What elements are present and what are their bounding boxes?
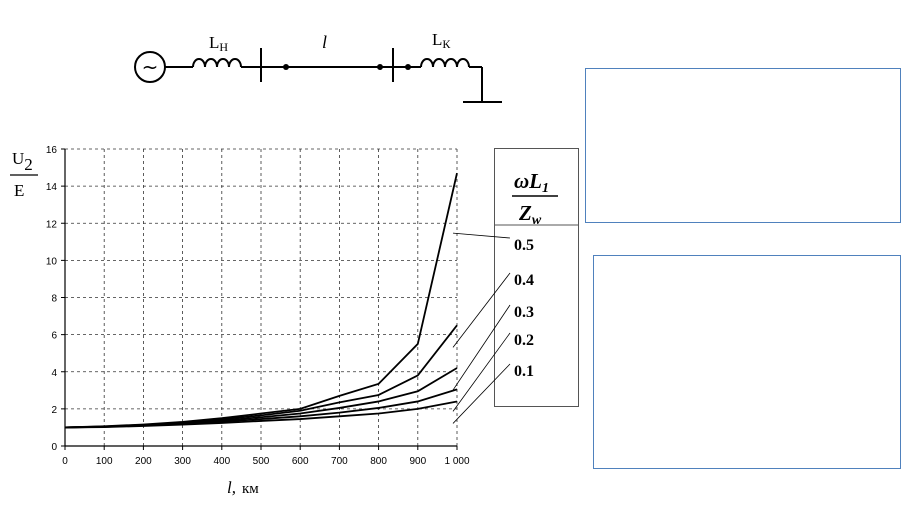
end-inductance-label: LК bbox=[432, 30, 451, 51]
x-tick-label: 200 bbox=[135, 456, 152, 467]
x-tick-label: 700 bbox=[331, 456, 348, 467]
placeholder-box-top bbox=[585, 68, 901, 223]
y-tick-label: 4 bbox=[51, 368, 57, 379]
x-tick-label: 100 bbox=[96, 456, 113, 467]
x-tick-label: 800 bbox=[370, 456, 387, 467]
end-inductance-icon bbox=[420, 58, 470, 68]
legend-header-denominator: Zw bbox=[518, 201, 542, 228]
x-tick-label: 0 bbox=[62, 456, 68, 467]
line-length-label: l bbox=[322, 32, 327, 52]
y-tick-label: 2 bbox=[51, 405, 57, 416]
x-tick-label: 300 bbox=[174, 456, 191, 467]
chart-labels: 0 100 200 300 400 500 600 700 800 900 1 000 0 2 4 6 8 10… bbox=[46, 145, 534, 467]
x-tick-label: 600 bbox=[292, 456, 309, 467]
ylabel-numerator: U2 bbox=[12, 149, 33, 174]
xlabel: l, км bbox=[227, 478, 259, 497]
x-tick-label: 900 bbox=[409, 456, 426, 467]
legend-header-numerator: ωL1 bbox=[514, 169, 549, 196]
leader-line-0.4 bbox=[452, 272, 511, 348]
legend-label-0.1: 0.1 bbox=[514, 363, 534, 380]
leader-line-0.2 bbox=[452, 332, 511, 412]
x-tick-label: 1 000 bbox=[444, 456, 469, 467]
leader-line-0.1 bbox=[452, 363, 511, 424]
y-tick-label: 0 bbox=[51, 442, 57, 453]
circuit-scheme: ~ LН l LК bbox=[134, 30, 502, 103]
legend-label-0.3: 0.3 bbox=[514, 304, 534, 321]
legend-label-0.4: 0.4 bbox=[514, 272, 534, 289]
y-tick-label: 12 bbox=[46, 219, 58, 230]
start-inductance-icon bbox=[192, 58, 242, 68]
y-tick-label: 8 bbox=[51, 294, 57, 305]
leader-line-0.3 bbox=[452, 304, 511, 391]
chart-series bbox=[64, 172, 511, 429]
y-tick-label: 6 bbox=[51, 331, 57, 342]
y-tick-label: 10 bbox=[46, 256, 58, 267]
ylabel-denominator: E bbox=[14, 181, 24, 200]
placeholder-box-bottom bbox=[593, 255, 901, 469]
source-symbol: ~ bbox=[142, 55, 159, 79]
leader-line-0.5 bbox=[452, 232, 511, 239]
legend-panel bbox=[494, 148, 579, 407]
chart-grid bbox=[65, 148, 458, 446]
series-line-0.1 bbox=[64, 400, 458, 429]
legend-label-0.2: 0.2 bbox=[514, 332, 534, 349]
series-line-0.4 bbox=[64, 324, 458, 429]
x-tick-label: 500 bbox=[253, 456, 270, 467]
start-inductance-label: LН bbox=[209, 33, 228, 54]
legend-label-0.5: 0.5 bbox=[514, 237, 534, 254]
y-tick-label: 16 bbox=[46, 145, 58, 156]
chart-axes bbox=[61, 148, 458, 450]
x-tick-label: 400 bbox=[213, 456, 230, 467]
y-tick-label: 14 bbox=[46, 182, 58, 193]
